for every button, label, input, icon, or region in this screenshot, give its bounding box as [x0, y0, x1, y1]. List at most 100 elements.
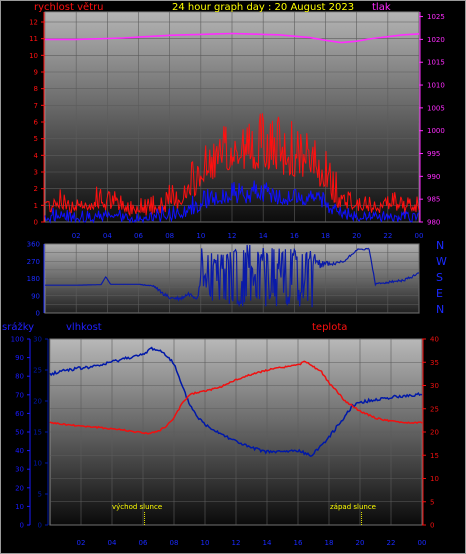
- temp-humidity-xtick-label: 10: [201, 539, 210, 547]
- humidity-tick-label: 25: [33, 367, 42, 375]
- humidity-tick-label: 20: [33, 398, 42, 406]
- pressure-tick-label: 1025: [427, 13, 445, 21]
- humidity-tick-label: 30: [33, 336, 42, 344]
- humidity-y-axis: 0 5 10 15 20 25 30: [33, 336, 49, 530]
- compass-w: W: [436, 255, 447, 268]
- temp-tick-label: 35: [430, 359, 439, 367]
- rain-tick-label: 100: [11, 336, 24, 344]
- temp-tick-label: 30: [430, 382, 439, 390]
- pressure-tick-label: 995: [427, 150, 440, 158]
- temp-humidity-x-axis: 02 04 06 08 10 12 14 16 18 20 22 00: [77, 539, 427, 547]
- temp-humidity-series: [49, 346, 423, 458]
- compass-e: E: [436, 287, 443, 300]
- direction-tick-label: 270: [27, 258, 40, 266]
- wind-tick-label: 2: [34, 185, 38, 193]
- rain-tick-label: 0: [20, 522, 24, 530]
- wind-tick-label: 12: [29, 19, 38, 27]
- pressure-tick-label: 1015: [427, 59, 445, 67]
- rain-tick-label: 20: [15, 484, 24, 492]
- pressure-y-axis: 980 985 990 995 1000 1005 1010 1015 1020 1025: [419, 12, 445, 227]
- wind-direction-line: [45, 244, 419, 308]
- wind-speed-label: rychlost větru: [34, 1, 104, 13]
- pressure-tick-label: 985: [427, 196, 440, 204]
- wind-xtick-label: 00: [415, 232, 424, 240]
- pressure-tick-label: 1020: [427, 36, 445, 44]
- compass-labels: N W S E N: [436, 239, 447, 316]
- wind-tick-label: 11: [29, 35, 38, 43]
- pressure-tick-label: 1005: [427, 104, 445, 112]
- direction-tick-label: 90: [31, 292, 40, 300]
- temp-humidity-xtick-label: 22: [387, 539, 396, 547]
- rain-tick-label: 80: [15, 373, 24, 381]
- sunrise-label: východ slunce: [112, 503, 162, 511]
- humidity-tick-label: 0: [38, 522, 42, 530]
- humidity-tick-label: 15: [33, 429, 42, 437]
- temp-humidity-xtick-label: 08: [170, 539, 179, 547]
- pressure-tick-label: 980: [427, 219, 440, 227]
- rain-tick-label: 70: [15, 391, 24, 399]
- temp-humidity-xtick-label: 00: [418, 539, 427, 547]
- wind-xtick-label: 14: [259, 232, 268, 240]
- humidity-label: vlhkost: [66, 322, 102, 333]
- direction-tick-label: 360: [27, 241, 40, 249]
- pressure-line: [45, 32, 420, 44]
- pressure-label: tlak: [372, 2, 391, 13]
- rain-tick-label: 10: [15, 503, 24, 511]
- wind-tick-label: 0: [34, 219, 38, 227]
- temp-humidity-xtick-label: 18: [325, 539, 334, 547]
- wind-xtick-label: 16: [290, 232, 299, 240]
- wind-tick-label: 4: [34, 152, 39, 160]
- humidity-line: [49, 346, 423, 458]
- compass-s: S: [436, 271, 443, 284]
- wind-tick-label: 1: [34, 202, 38, 210]
- temperature-label: teplota: [312, 322, 347, 333]
- rain-tick-label: 60: [15, 410, 24, 418]
- rain-label: srážky: [2, 321, 34, 333]
- wind-tick-label: 8: [34, 85, 38, 93]
- temp-humidity-xtick-label: 20: [356, 539, 365, 547]
- pressure-tick-label: 1000: [427, 127, 445, 135]
- rain-tick-label: 50: [15, 429, 24, 437]
- temperature-y-axis: 0 5 10 15 20 25 30 35 40: [422, 336, 439, 530]
- rain-tick-label: 90: [15, 354, 24, 362]
- wind-series: [44, 32, 420, 224]
- wind-tick-label: 10: [29, 52, 38, 60]
- wind-x-axis: 02 04 06 08 10 12 14 16 18 20 22 00: [72, 232, 424, 240]
- wind-xtick-label: 18: [321, 232, 330, 240]
- wind-tick-label: 7: [34, 102, 38, 110]
- wind-tick-label: 6: [34, 119, 39, 127]
- rain-tick-label: 40: [15, 447, 24, 455]
- wind-xtick-label: 06: [134, 232, 143, 240]
- temp-tick-label: 20: [430, 429, 439, 437]
- temp-tick-label: 25: [430, 405, 439, 413]
- direction-series: [45, 244, 419, 308]
- direction-tick-label: 180: [27, 275, 40, 283]
- sunset-label: západ slunce: [330, 503, 376, 511]
- wind-xtick-label: 10: [196, 232, 205, 240]
- direction-tick-label: 0: [36, 310, 40, 318]
- wind-xtick-label: 08: [165, 232, 174, 240]
- wind-tick-label: 3: [34, 169, 38, 177]
- humidity-tick-label: 5: [38, 491, 42, 499]
- temp-tick-label: 15: [430, 452, 439, 460]
- temp-humidity-xtick-label: 14: [263, 539, 272, 547]
- sun-markers: [144, 512, 363, 525]
- wind-speed-line: [44, 113, 420, 217]
- wind-xtick-label: 02: [72, 232, 81, 240]
- temp-tick-label: 5: [430, 498, 434, 506]
- wind-xtick-label: 20: [352, 232, 361, 240]
- temp-humidity-xtick-label: 16: [294, 539, 303, 547]
- wind-gust-line: [44, 180, 420, 224]
- direction-y-axis: 0 90 180 270 360: [27, 241, 45, 318]
- temp-tick-label: 10: [430, 475, 439, 483]
- compass-n-bottom: N: [436, 303, 444, 316]
- compass-n-top: N: [436, 239, 444, 252]
- rain-tick-label: 30: [15, 466, 24, 474]
- pressure-tick-label: 990: [427, 173, 440, 181]
- chart-title: 24 hour graph day : 20 August 2023: [172, 2, 354, 13]
- pressure-tick-label: 1010: [427, 82, 445, 90]
- wind-xtick-label: 04: [103, 232, 112, 240]
- wind-tick-label: 9: [34, 69, 38, 77]
